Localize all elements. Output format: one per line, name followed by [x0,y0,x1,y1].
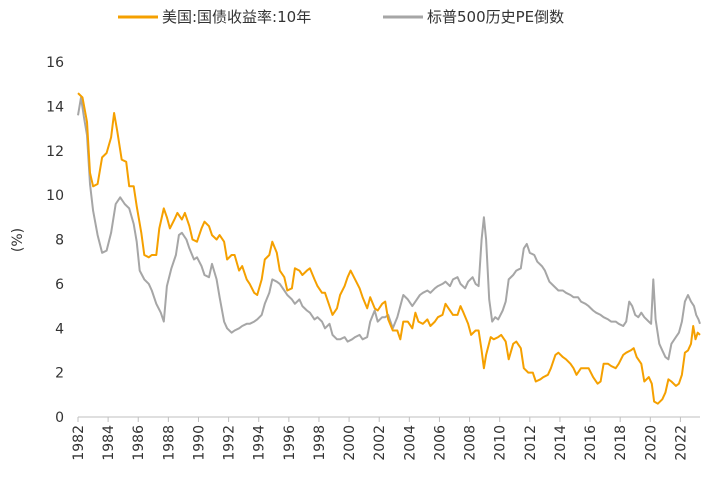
x-tick-label: 2022 [673,425,689,461]
y-tick-label: 2 [55,366,64,382]
x-tick-label: 1988 [161,425,177,461]
series-line-sp500-earnings-yield [77,96,701,361]
x-tick-label: 1982 [71,425,87,461]
x-tick-label: 1996 [282,425,298,461]
x-tick-label: 2012 [523,425,539,461]
legend: 美国:国债收益率:10年 标普500历史PE倒数 [118,8,564,26]
x-tick-label: 1992 [222,425,238,461]
y-tick-label: 10 [46,188,64,204]
x-tick-label: 2014 [553,425,569,461]
x-tick-label: 1998 [312,425,328,461]
y-axis-title: (%) [10,228,26,252]
legend-label-sp500-earnings-yield: 标普500历史PE倒数 [427,8,564,26]
x-tick-label: 2020 [643,425,659,461]
y-tick-label: 4 [55,321,64,337]
y-tick-label: 12 [46,144,64,160]
x-tick-label: 1994 [252,425,268,461]
x-tick-label: 2000 [342,425,358,461]
series-line-treasury-yield [77,92,701,405]
x-tick-label: 2016 [583,425,599,461]
x-axis: 1982 1984 1986 1988 1990 1992 1994 1996 1998 2000… [71,417,689,461]
y-tick-label: 6 [55,277,64,293]
x-tick-label: 2018 [613,425,629,461]
x-tick-label: 2010 [493,425,509,461]
legend-label-treasury-yield: 美国:国债收益率:10年 [162,8,311,26]
x-tick-label: 2002 [372,425,388,461]
x-tick-label: 2008 [463,425,479,461]
x-tick-label: 1986 [131,425,147,461]
y-tick-label: 14 [46,99,64,115]
y-axis: 0 2 4 6 8 10 12 14 16 [46,55,64,426]
x-tick-label: 2004 [402,425,418,461]
y-tick-label: 0 [55,410,64,426]
x-tick-label: 1984 [101,425,117,461]
y-tick-label: 8 [55,233,64,249]
x-tick-label: 1990 [191,425,207,461]
plot-area [77,92,701,405]
y-tick-label: 16 [46,55,64,71]
x-tick-label: 2006 [432,425,448,461]
